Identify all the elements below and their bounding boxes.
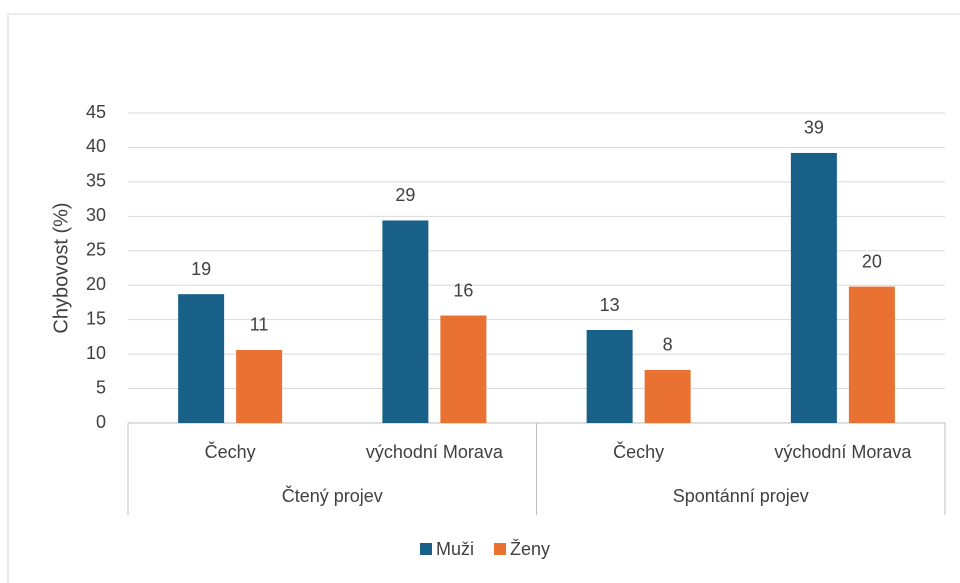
- x-tick-label: Čechy: [205, 441, 256, 462]
- legend-label: Muži: [436, 539, 474, 559]
- data-label: 20: [862, 251, 882, 271]
- bar: [644, 369, 691, 423]
- bar: [382, 220, 429, 423]
- bar: [848, 286, 895, 423]
- y-axis-title: Chybovost (%): [50, 202, 72, 333]
- bar: [790, 152, 837, 423]
- bar: [440, 315, 487, 423]
- y-tick-label: 45: [86, 102, 106, 122]
- y-tick-label: 15: [86, 308, 106, 328]
- y-tick-label: 30: [86, 205, 106, 225]
- legend-swatch: [420, 543, 432, 555]
- data-label: 19: [191, 259, 211, 279]
- legend-swatch: [494, 543, 507, 555]
- group-label: Spontánní projev: [673, 486, 809, 506]
- x-tick-label: Čechy: [613, 441, 664, 462]
- data-label: 39: [804, 118, 824, 138]
- y-tick-label: 40: [86, 136, 106, 156]
- y-tick-label: 5: [96, 377, 106, 397]
- y-tick-label: 20: [86, 274, 106, 294]
- chart-border: [7, 13, 960, 583]
- data-label: 8: [663, 335, 673, 355]
- x-tick-label: východní Morava: [774, 442, 912, 462]
- y-tick-label: 0: [96, 412, 106, 432]
- legend-label: Ženy: [510, 539, 550, 559]
- data-label: 29: [395, 185, 415, 205]
- y-tick-label: 10: [86, 343, 106, 363]
- bar: [586, 330, 633, 423]
- data-label: 11: [250, 315, 269, 335]
- data-label: 13: [600, 295, 620, 315]
- data-label: 16: [453, 280, 473, 300]
- y-tick-label: 35: [86, 171, 106, 191]
- x-tick-label: východní Morava: [366, 442, 504, 462]
- bar: [178, 294, 225, 423]
- y-tick-label: 25: [86, 240, 106, 260]
- group-label: Čtený projev: [282, 485, 383, 506]
- bar: [236, 349, 283, 423]
